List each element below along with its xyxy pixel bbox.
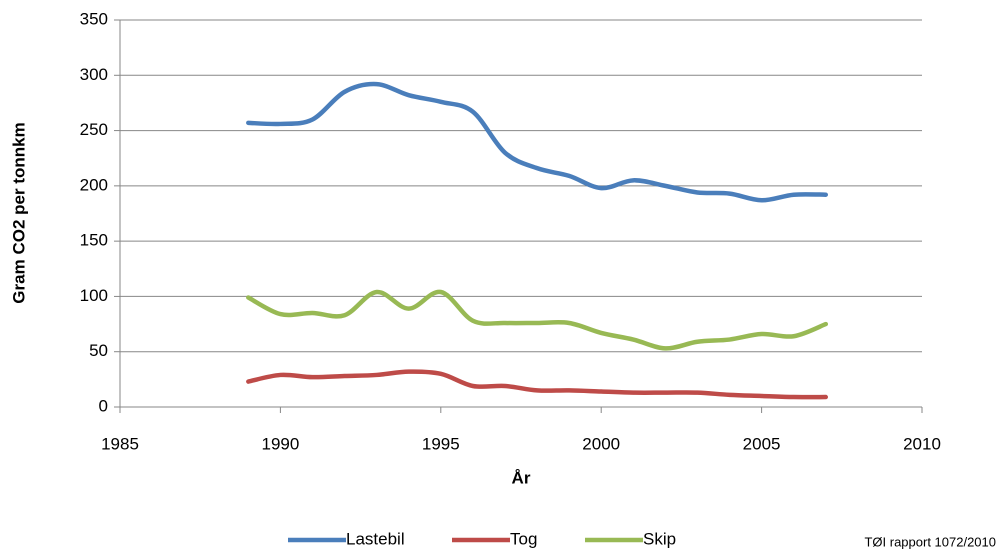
x-tick-label: 2005 xyxy=(743,434,781,453)
series-line xyxy=(246,289,829,351)
y-tick-label: 200 xyxy=(80,175,108,194)
x-tick-label: 2010 xyxy=(903,434,941,453)
legend-label: Lastebil xyxy=(346,529,405,548)
y-axis-title: Gram CO2 per tonnkm xyxy=(9,122,28,303)
y-tick-label: 300 xyxy=(80,65,108,84)
y-tick-label: 350 xyxy=(80,9,108,28)
series-line xyxy=(246,81,829,203)
y-tick-label: 250 xyxy=(80,120,108,139)
legend-label: Skip xyxy=(643,529,676,548)
series-line xyxy=(246,369,829,400)
x-tick-label: 1985 xyxy=(101,434,139,453)
x-tick-label: 1990 xyxy=(261,434,299,453)
y-tick-label: 0 xyxy=(99,396,108,415)
y-tick-label: 50 xyxy=(89,341,108,360)
legend-label: Tog xyxy=(510,529,537,548)
y-tick-label: 100 xyxy=(80,286,108,305)
y-tick-label: 150 xyxy=(80,231,108,250)
x-tick-label: 2000 xyxy=(582,434,620,453)
note: TØI rapport 1072/2010 xyxy=(864,534,996,549)
x-axis-title: År xyxy=(512,468,531,487)
x-tick-label: 1995 xyxy=(422,434,460,453)
